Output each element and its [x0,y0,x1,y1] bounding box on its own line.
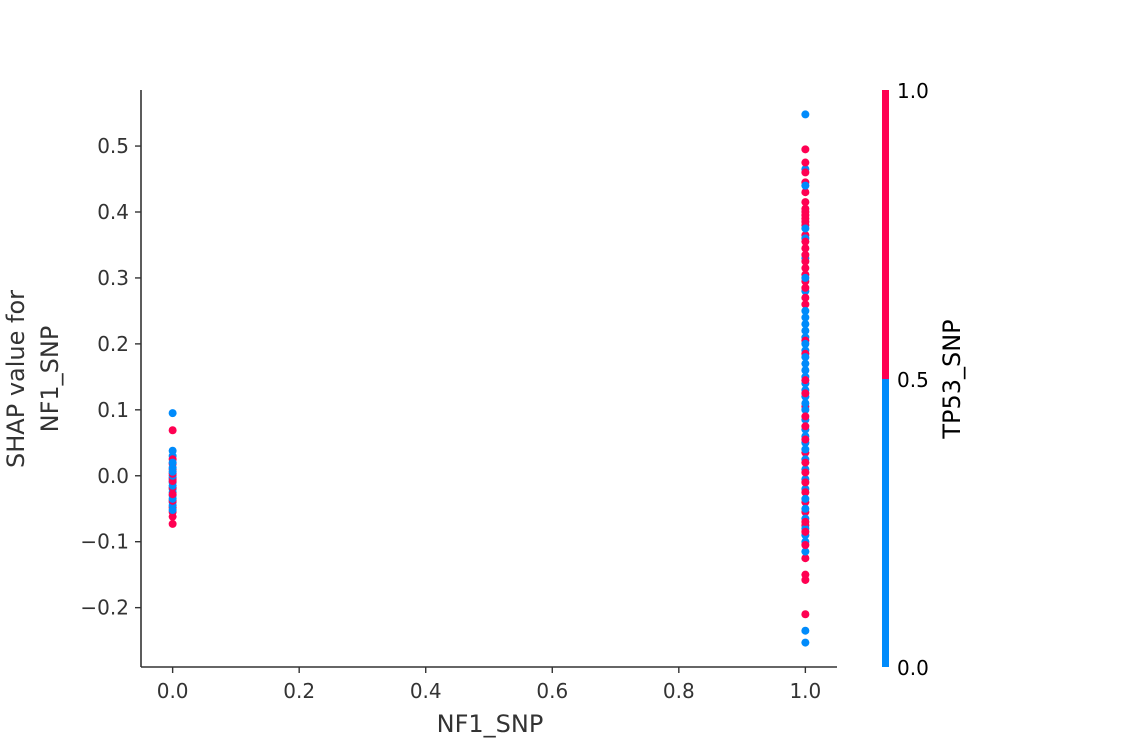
scatter-point-low [801,626,810,635]
scatter-point-low [801,366,810,375]
scatter-point-low [168,506,177,515]
scatter-point-high [168,490,177,499]
scatter-point-high [801,145,810,154]
scatter-point-low [801,313,810,322]
scatter-point-low [801,638,810,647]
scatter-point-high [801,293,810,302]
y-tick-label: 0.3 [97,266,129,290]
colorbar-low-segment [882,379,889,667]
scatter-point-high [801,488,810,497]
scatter-point-high [801,188,810,197]
scatter-point-low [801,320,810,329]
scatter-point-low [801,181,810,190]
x-tick-label: 0.8 [663,679,695,703]
y-axis-ticks: −0.2 −0.1 0.0 0.1 0.2 0.3 0.4 0.5 [80,134,141,620]
scatter-point-high [801,541,810,550]
colorbar-high-segment [882,90,889,379]
y-tick-label: 0.2 [97,332,129,356]
scatter-point-high [801,517,810,526]
scatter-point-high [801,168,810,177]
scatter-point-high [801,250,810,259]
scatter-point-low [801,405,810,414]
scatter-point-high [168,426,177,435]
scatter-point-high [801,376,810,385]
x-tick-label: 0.6 [536,679,568,703]
x-tick-label: 1.0 [789,679,821,703]
scatter-point-low [168,409,177,418]
scatter-point-high [801,237,810,246]
y-tick-label: −0.1 [80,530,129,554]
scatter-point-high [801,570,810,579]
x-tick-label: 0.4 [410,679,442,703]
scatter-point-high [801,554,810,563]
y-tick-label: −0.2 [80,596,129,620]
y-axis-title-line-1: SHAP value for [2,290,30,468]
scatter-point-low [801,110,810,119]
scatter-point-low [168,467,177,476]
scatter-point-high [801,412,810,421]
scatter-point-high [801,283,810,292]
scatter-point-high [801,158,810,167]
x-tick-label: 0.0 [157,679,189,703]
scatter-point-high [801,435,810,444]
scatter-point-low [801,445,810,454]
scatter-point-high [168,519,177,528]
scatter-point-high [801,204,810,213]
scatter-point-high [168,512,177,521]
y-tick-label: 0.1 [97,398,129,422]
scatter-point-high [801,389,810,398]
x-axis-ticks: 0.0 0.2 0.4 0.6 0.8 1.0 [157,667,821,703]
scatter-point-high [801,422,810,431]
x-axis-title: NF1_SNP [437,710,544,738]
scatter-point-high [801,264,810,273]
scatter-point-high [801,527,810,536]
scatter-points [168,110,810,647]
scatter-point-low [801,306,810,315]
scatter-point-low [168,446,177,455]
scatter-point-low [801,273,810,282]
colorbar-tick-low: 0.0 [897,656,929,680]
scatter-point-low [801,399,810,408]
scatter-point-high [801,300,810,309]
scatter-point-high [801,214,810,223]
scatter-point-high [801,198,810,207]
x-tick-label: 0.2 [283,679,315,703]
scatter-point-low [168,458,177,467]
scatter-point-high [801,257,810,266]
scatter-point-low [801,326,810,335]
y-axis-title: SHAP value for NF1_SNP [2,290,64,468]
colorbar: 1.0 0.5 0.0 TP53_SNP [882,79,966,680]
scatter-point-low [801,494,810,503]
scatter-point-high [801,610,810,619]
y-tick-label: 0.0 [97,464,129,488]
scatter-point-high [801,478,810,487]
colorbar-tick-high: 1.0 [897,79,929,103]
y-tick-label: 0.4 [97,200,129,224]
scatter-point-low [801,504,810,513]
scatter-point-high [801,468,810,477]
scatter-point-high [801,458,810,467]
scatter-point-low [801,224,810,233]
scatter-point-low [801,547,810,556]
y-tick-label: 0.5 [97,134,129,158]
scatter-point-high [801,244,810,253]
colorbar-tick-mid: 0.5 [897,368,929,392]
y-axis-title-line-2: NF1_SNP [36,326,64,433]
scatter-point-low [801,359,810,368]
colorbar-title: TP53_SNP [938,319,966,439]
scatter-point-low [801,353,810,362]
scatter-point-low [801,339,810,348]
